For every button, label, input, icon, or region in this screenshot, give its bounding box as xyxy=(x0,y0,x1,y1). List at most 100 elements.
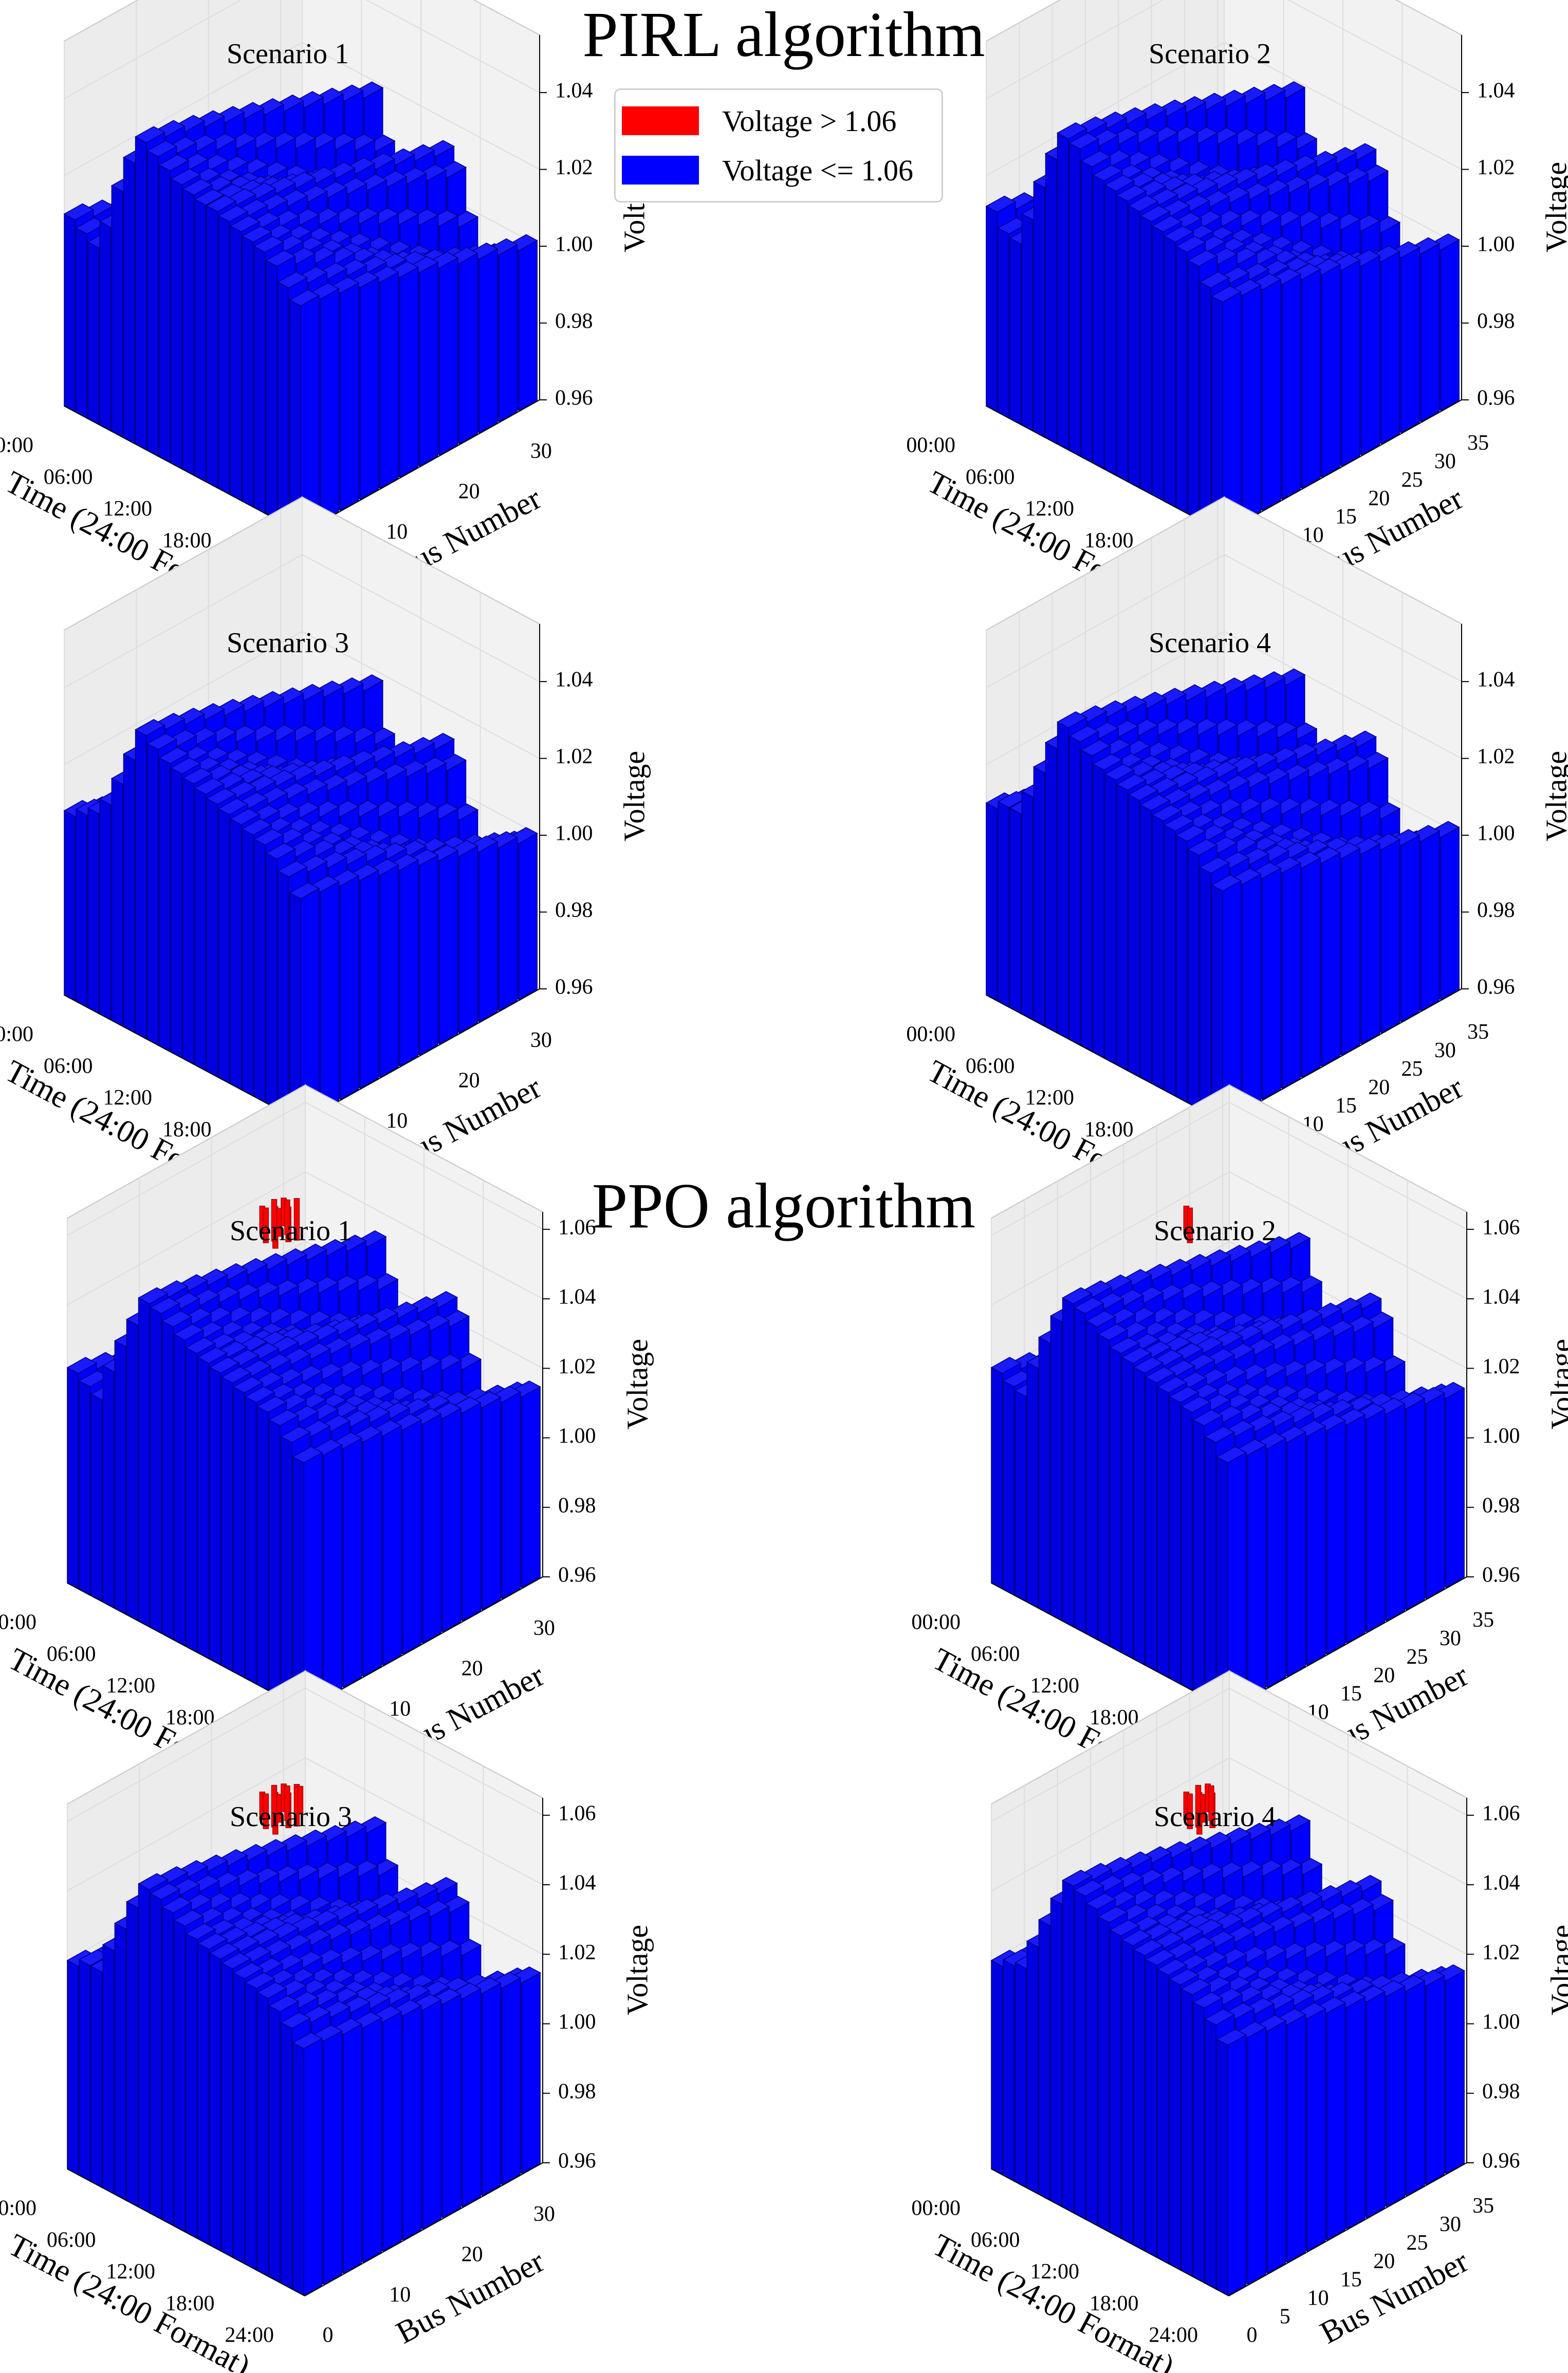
bus-tick-label: 30 xyxy=(1434,450,1456,473)
bar-front xyxy=(320,881,339,1111)
chart-panel-5: Scenario 100:0006:0012:0018:0024:00Time … xyxy=(0,1084,654,1798)
violation-bar xyxy=(271,1199,278,1242)
bar-side xyxy=(281,1436,292,1704)
bar-front xyxy=(1321,264,1341,478)
bar-side xyxy=(1121,1356,1134,1660)
bar-top xyxy=(1139,205,1171,223)
bar-front xyxy=(1381,839,1400,1034)
bar-side xyxy=(194,787,207,1072)
bar-top xyxy=(197,1347,228,1364)
bar-front xyxy=(323,1444,342,1699)
bar-side xyxy=(230,818,242,1091)
bar-front xyxy=(1222,880,1242,1123)
bar-top xyxy=(265,842,296,860)
bus-tick-label: 25 xyxy=(1401,1057,1423,1081)
bar-side xyxy=(1033,181,1045,438)
voltage-tick-label: 1.00 xyxy=(555,822,593,845)
bar-top xyxy=(1168,1386,1200,1403)
bar-top xyxy=(182,178,213,196)
bar-side xyxy=(1074,1307,1086,1634)
bar-front xyxy=(1381,251,1400,445)
bar-top xyxy=(1074,1297,1104,1314)
bar-top xyxy=(244,1386,275,1403)
bar-front xyxy=(1321,852,1341,1067)
bar-front xyxy=(1361,843,1380,1045)
bar-side xyxy=(1003,1380,1015,1596)
time-tick-label: 12:00 xyxy=(1025,497,1074,521)
bar-side xyxy=(111,185,123,438)
bar-side xyxy=(1175,246,1188,514)
bar-side xyxy=(1081,749,1093,1053)
bar-front xyxy=(399,266,419,478)
bar-side xyxy=(1068,142,1081,457)
bar-side xyxy=(1180,1406,1193,1691)
bar-side xyxy=(986,802,998,1002)
time-tick-label: 00:00 xyxy=(906,1023,955,1046)
voltage-tick-label: 1.04 xyxy=(1477,79,1515,103)
bar-top xyxy=(170,168,201,186)
chart-panel-3: Scenario 300:0006:0012:0018:0024:00Time … xyxy=(0,496,651,1210)
bar-group xyxy=(985,81,1460,534)
bus-tick-label: 20 xyxy=(1368,487,1390,510)
bar-side xyxy=(1009,807,1022,1015)
bar-side xyxy=(174,1333,186,1647)
voltage-axis-title: Voltage xyxy=(617,751,651,841)
bar-side xyxy=(218,808,230,1084)
voltage-tick-label: 1.02 xyxy=(1482,1355,1520,1378)
bar-top xyxy=(138,1287,169,1304)
voltage-tick-label: 1.04 xyxy=(555,668,593,692)
bar-front xyxy=(360,277,379,500)
bar-front xyxy=(1426,1392,1445,1599)
bar-front xyxy=(442,1407,462,1633)
bar-top xyxy=(170,757,201,775)
bar-top xyxy=(1092,753,1123,770)
bus-tick-label: 10 xyxy=(386,520,408,544)
bus-tick-label: 30 xyxy=(530,1028,552,1052)
bus-axis-line xyxy=(1223,399,1462,534)
bar-side xyxy=(1205,1436,1216,1704)
bar-side xyxy=(998,801,1010,1008)
bar-front xyxy=(478,248,498,434)
bar-side xyxy=(242,235,254,508)
bar-side xyxy=(253,838,266,1103)
bar-side xyxy=(265,260,278,521)
bus-tick-label: 30 xyxy=(530,439,552,463)
bar-side xyxy=(76,808,88,1008)
bar-front xyxy=(382,1425,402,1666)
bar-side xyxy=(1045,742,1057,1034)
violation-bar xyxy=(284,1199,290,1235)
bar-side xyxy=(111,778,123,1027)
bar-side xyxy=(1038,1336,1050,1615)
bar-side xyxy=(1164,235,1176,508)
voltage-tick-label: 0.96 xyxy=(558,1563,596,1587)
bar-front xyxy=(360,869,379,1089)
bar-side xyxy=(289,892,301,1123)
bus-tick-label: 15 xyxy=(1340,1682,1362,1706)
voltage-tick-label: 0.98 xyxy=(1482,1494,1520,1517)
bar-side xyxy=(998,227,1010,419)
bar-group xyxy=(985,668,1460,1123)
bus-tick-label: 10 xyxy=(389,1697,411,1721)
time-tick-label: 00:00 xyxy=(0,1023,33,1046)
bar-top xyxy=(1109,1337,1140,1354)
bar-side xyxy=(253,246,266,514)
bar-top xyxy=(1057,711,1087,728)
bar-top xyxy=(63,203,95,220)
bar-front xyxy=(419,262,438,467)
bar-side xyxy=(268,1419,281,1698)
bar-side xyxy=(1128,205,1140,489)
bar-side xyxy=(256,1406,269,1691)
bar-side xyxy=(289,299,301,534)
bus-axis-line xyxy=(1223,988,1462,1123)
bar-side xyxy=(1045,153,1057,445)
bar-top xyxy=(1062,1287,1093,1304)
bar-side xyxy=(1014,1390,1027,1603)
bar-front xyxy=(340,282,359,511)
bar-front xyxy=(439,257,458,456)
bar-side xyxy=(146,743,159,1046)
bus-tick-label: 15 xyxy=(1335,505,1357,529)
bar-side xyxy=(1062,1297,1074,1628)
bar-top xyxy=(1080,150,1112,168)
chart-panel-2: Scenario 200:0006:0012:0018:0024:00Time … xyxy=(906,0,1568,621)
bar-top xyxy=(158,747,190,764)
